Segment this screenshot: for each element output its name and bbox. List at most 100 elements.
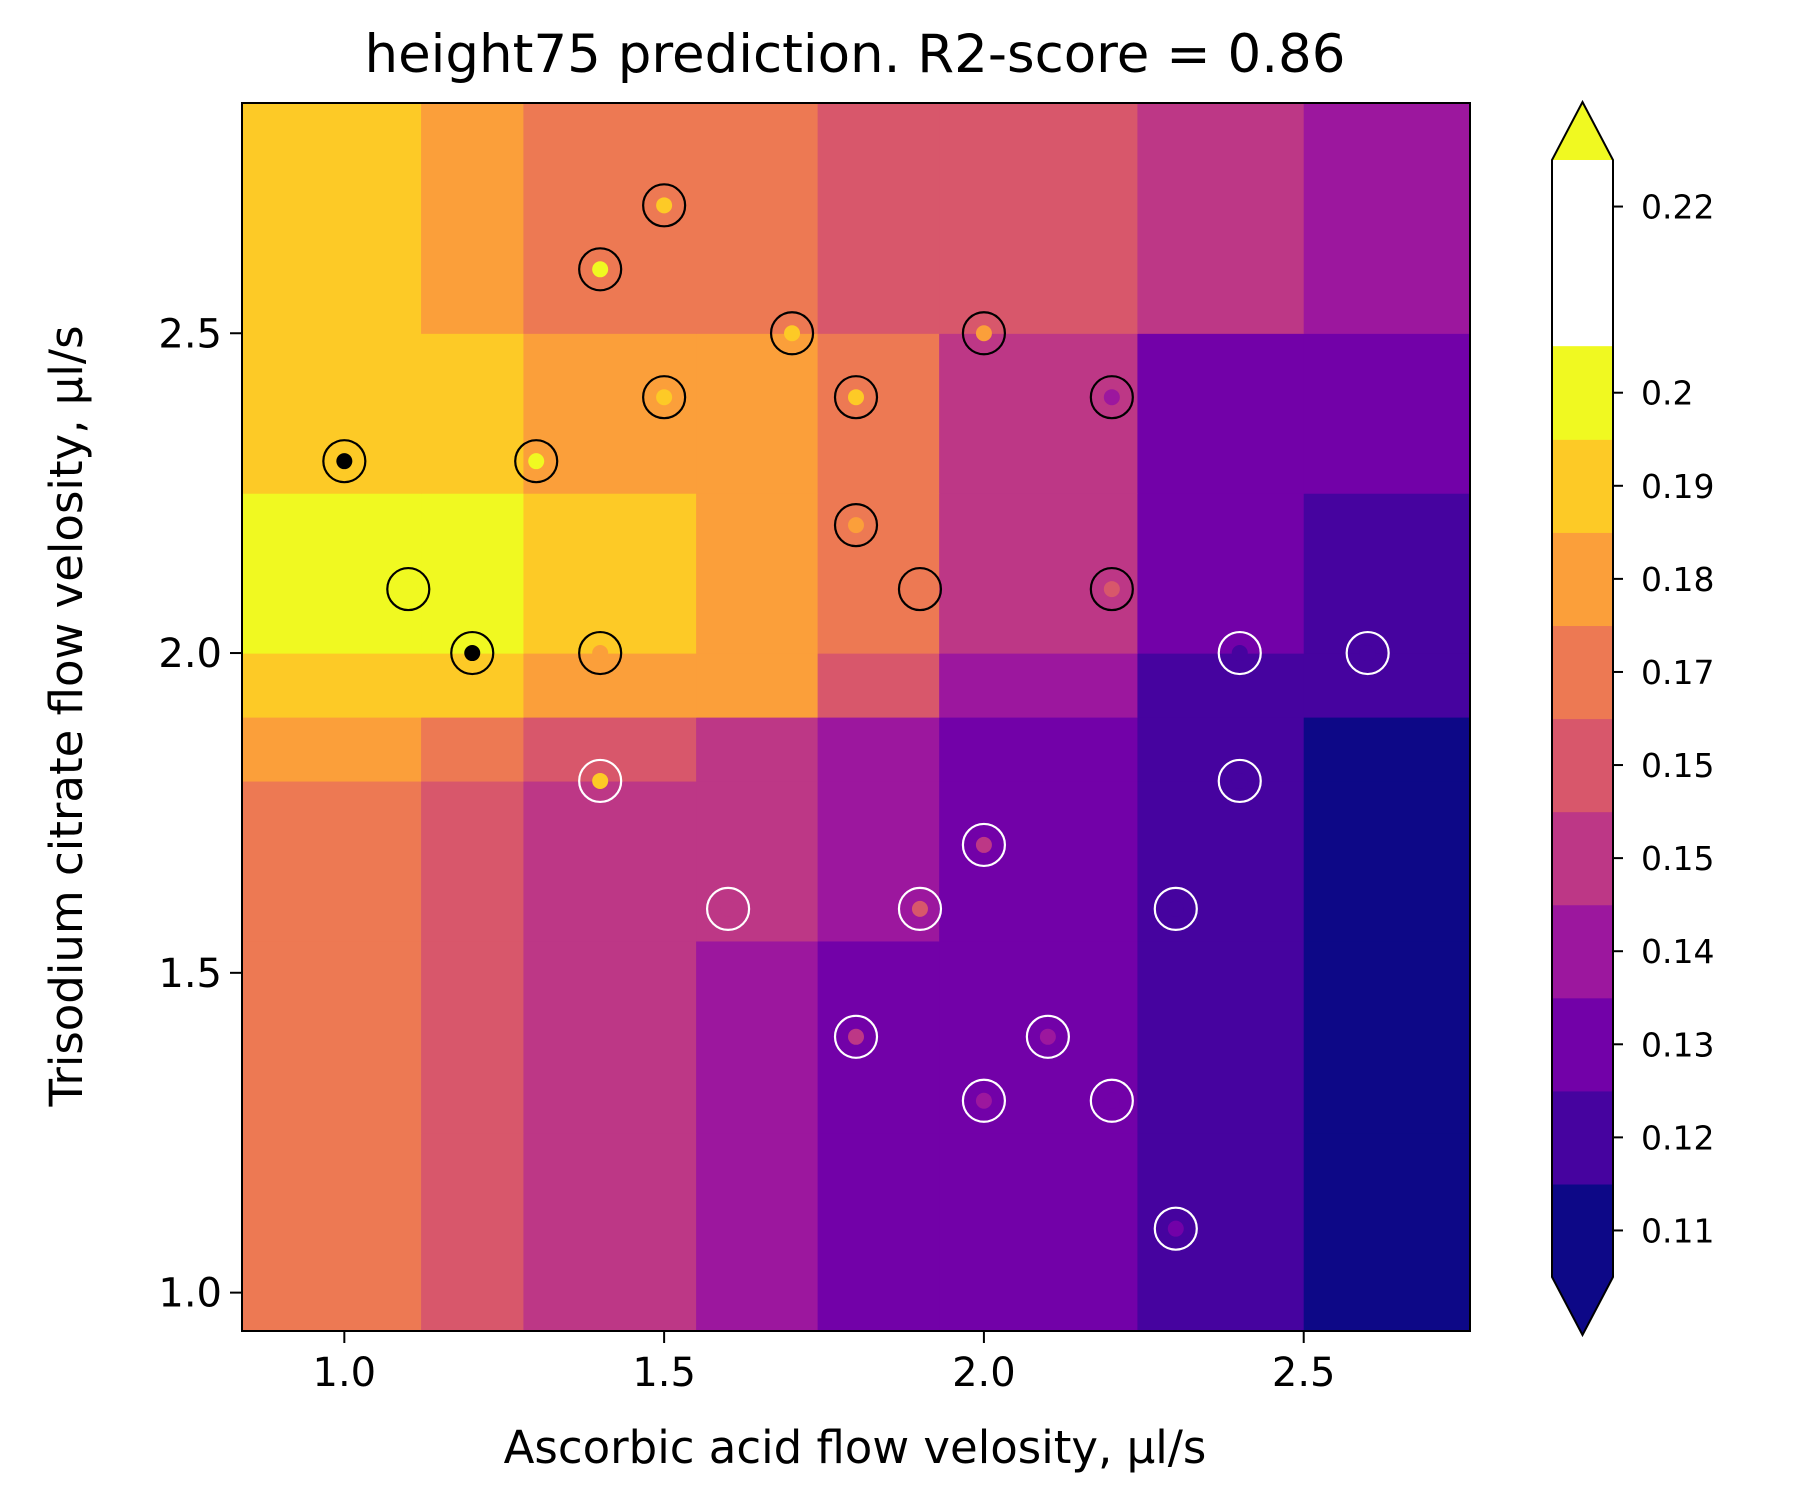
heatmap-cell xyxy=(523,103,697,334)
heatmap-cell xyxy=(817,493,940,654)
colorbar-tick-label: 0.2 xyxy=(1641,374,1693,413)
data-point-ring xyxy=(833,1014,879,1059)
data-point xyxy=(1103,389,1120,406)
data-point-ring xyxy=(1089,375,1134,420)
colorbar-tick-label: 0.18 xyxy=(1641,560,1714,599)
data-point xyxy=(1167,1220,1184,1237)
heatmap-field xyxy=(242,103,1471,1332)
data-point-ring xyxy=(1025,1014,1070,1059)
heatmap-cell xyxy=(1303,717,1471,782)
data-point-ring xyxy=(961,822,1007,868)
heatmap-cell xyxy=(1137,493,1305,654)
heatmap-cell xyxy=(817,103,940,334)
colorbar-tick-label: 0.15 xyxy=(1641,839,1714,878)
colorbar-band xyxy=(1552,811,1613,906)
heatmap-cell xyxy=(939,493,1139,654)
heatmap-cell xyxy=(242,333,422,494)
y-axis-ticks: 1.0 1.5 2.0 2.5 xyxy=(158,311,242,1317)
heatmap-cell xyxy=(523,493,697,654)
heatmap-cell xyxy=(817,940,940,1134)
data-point xyxy=(1103,581,1120,598)
data-point xyxy=(592,261,609,278)
heatmap-cell xyxy=(1137,940,1305,1134)
heatmap-cell xyxy=(1137,780,1305,942)
data-point xyxy=(848,389,864,406)
heatmap-cell xyxy=(1137,103,1305,334)
colorbar-tick-label: 0.12 xyxy=(1641,1118,1714,1157)
heatmap-cell xyxy=(242,1132,422,1332)
y-tick-label: 2.5 xyxy=(158,311,222,357)
colorbar-band xyxy=(1552,997,1613,1092)
colorbar-tick-label: 0.17 xyxy=(1641,653,1714,692)
heatmap-cell xyxy=(1137,333,1305,494)
data-point xyxy=(656,197,673,214)
heatmap-cell xyxy=(696,780,819,942)
data-point xyxy=(528,453,545,470)
x-tick-label: 2.5 xyxy=(1272,1350,1336,1396)
data-point xyxy=(464,645,481,662)
data-point-ring xyxy=(833,375,879,420)
colorbar-tick-label: 0.14 xyxy=(1641,932,1714,971)
data-point xyxy=(784,325,801,342)
data-point xyxy=(1359,645,1376,662)
colorbar-tick-label: 0.11 xyxy=(1641,1211,1714,1250)
heatmap-cell xyxy=(421,493,525,654)
heatmap-cell xyxy=(421,333,525,494)
heatmap-cell xyxy=(817,717,940,782)
colorbar-band xyxy=(1552,904,1613,999)
heatmap-cell xyxy=(421,940,525,1134)
colorbar-tick-label: 0.13 xyxy=(1641,1025,1714,1064)
data-point xyxy=(975,325,992,342)
heatmap-cell xyxy=(242,103,422,334)
colorbar-band xyxy=(1552,625,1613,720)
heatmap-cell xyxy=(242,940,422,1134)
colorbar-over-arrow xyxy=(1552,102,1613,160)
data-point xyxy=(592,772,609,789)
data-point xyxy=(911,581,928,598)
heatmap-cell xyxy=(242,780,422,942)
data-point-ring xyxy=(961,1078,1007,1123)
data-point-ring xyxy=(897,566,943,612)
data-point-ring xyxy=(1089,1078,1134,1123)
heatmap-cell xyxy=(939,780,1139,942)
heatmap-cell xyxy=(523,940,697,1134)
data-point xyxy=(336,453,353,470)
data-point-ring xyxy=(897,886,943,931)
heatmap-cell xyxy=(696,1132,819,1332)
data-point-ring xyxy=(578,630,623,676)
colorbar-outline xyxy=(1551,99,1614,1338)
data-point-ring xyxy=(578,758,623,804)
data-point-ring xyxy=(769,311,815,356)
heatmap-cell xyxy=(421,780,525,942)
colorbar-under-arrow xyxy=(1552,1277,1613,1335)
heatmap-cell xyxy=(523,717,697,782)
heatmap-cell xyxy=(421,717,525,782)
colorbar-tick-label: 0.19 xyxy=(1641,467,1714,506)
data-point xyxy=(592,645,609,662)
heatmap-cell xyxy=(696,653,819,718)
data-point-ring xyxy=(1089,566,1134,612)
heatmap-cell xyxy=(939,653,1139,718)
heatmap-cell xyxy=(1303,780,1471,942)
heatmap-cell xyxy=(817,333,940,494)
data-point-ring xyxy=(1153,1206,1198,1251)
y-tick-label: 2.0 xyxy=(158,631,222,677)
heatmap-cell xyxy=(696,940,819,1134)
data-point-ring xyxy=(514,439,559,484)
colorbar-band xyxy=(1552,532,1613,627)
heatmap-cell xyxy=(1303,653,1471,718)
plot-frame xyxy=(241,102,1471,1332)
heatmap-cell xyxy=(1303,1132,1471,1332)
heatmap-cell xyxy=(939,717,1139,782)
heatmap-cell xyxy=(939,333,1139,494)
heatmap-cell xyxy=(817,1132,940,1332)
data-point xyxy=(975,1092,992,1109)
colorbar-band xyxy=(1552,346,1613,440)
heatmap-cell xyxy=(696,103,819,334)
colorbar-band xyxy=(1552,1090,1613,1185)
heatmap-cell xyxy=(1137,1132,1305,1332)
x-axis-label: Ascorbic acid flow velosity, μl/s xyxy=(504,1421,1207,1474)
y-tick-label: 1.0 xyxy=(158,1271,222,1317)
data-point-ring xyxy=(961,311,1007,356)
